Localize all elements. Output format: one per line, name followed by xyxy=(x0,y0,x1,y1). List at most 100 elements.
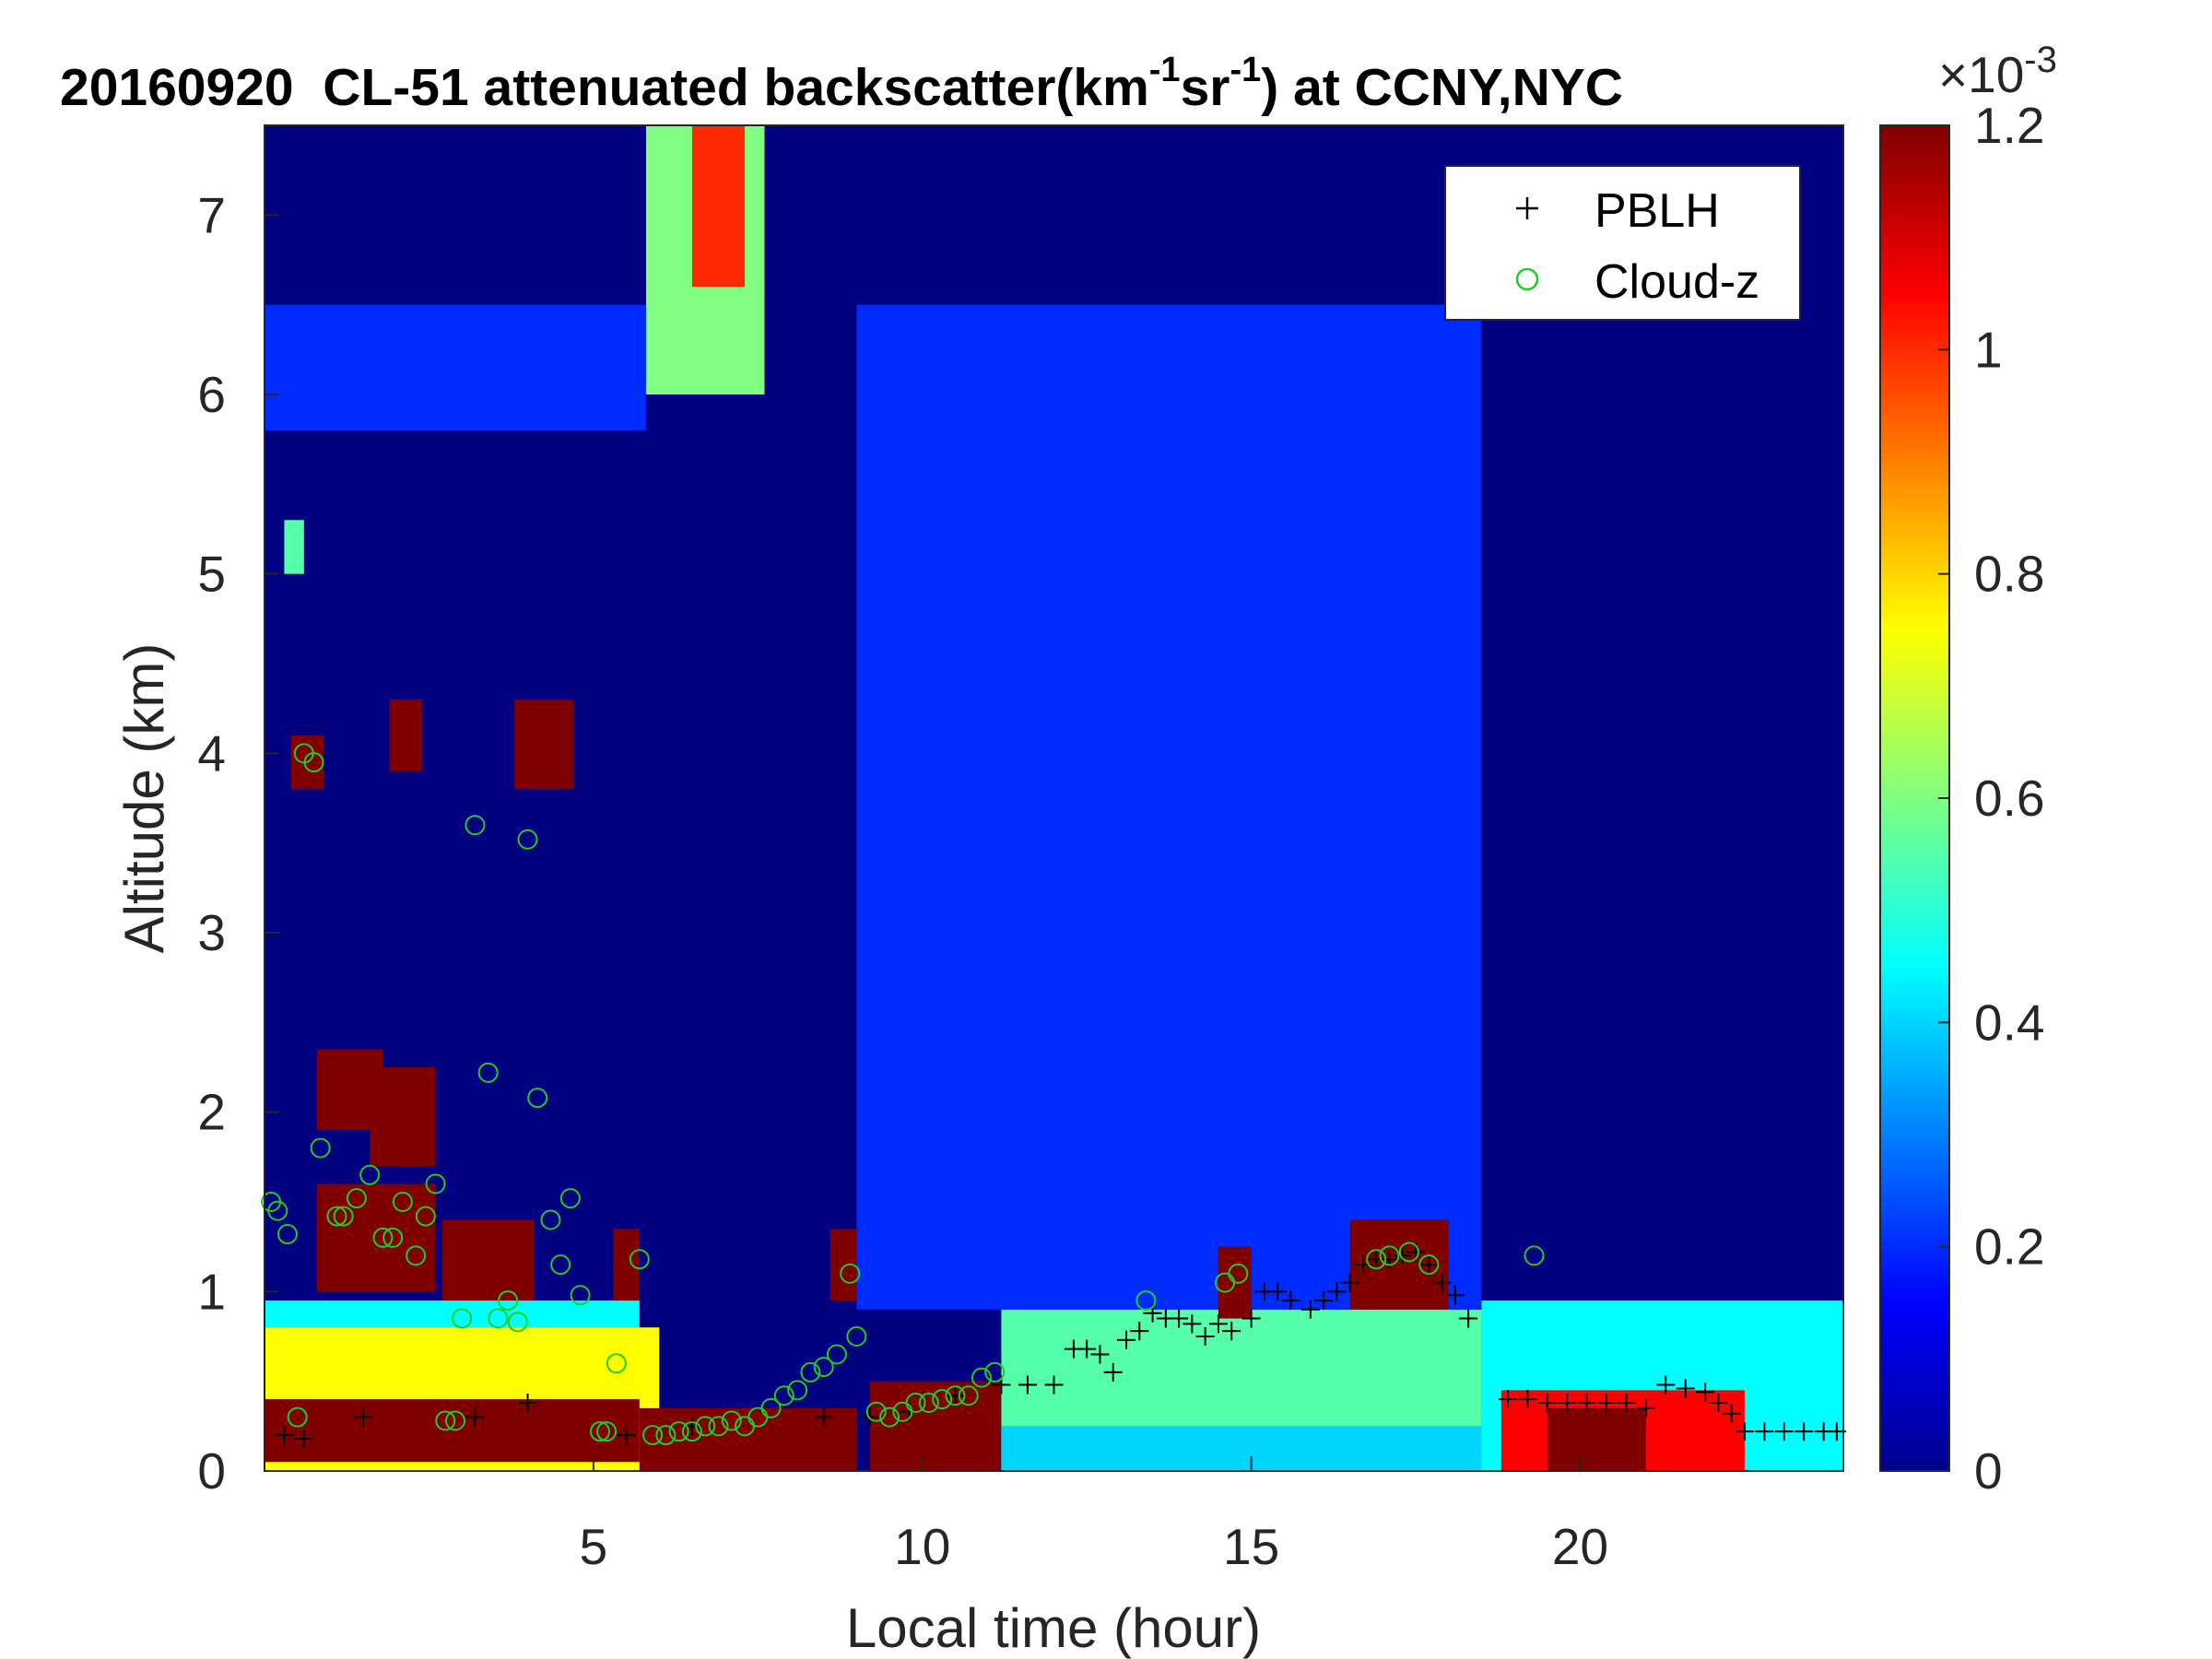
pblh-marker xyxy=(1281,1291,1300,1311)
pblh-marker xyxy=(946,1386,965,1406)
pblh-marker xyxy=(465,1407,485,1427)
pblh-marker xyxy=(1117,1330,1136,1349)
cloud-z-marker xyxy=(787,1380,808,1401)
x-axis-label: Local time (hour) xyxy=(846,1597,1261,1659)
pblh-marker xyxy=(1577,1394,1596,1413)
pblh-marker xyxy=(518,1394,537,1413)
heatmap-cell xyxy=(389,699,423,771)
y-axis-ticks: 0 1 2 3 4 5 6 7 xyxy=(197,186,279,1500)
colorbar-tick-label: 1 xyxy=(1974,321,2003,378)
colorbar-tick-label: 0.2 xyxy=(1974,1218,2044,1276)
cloud-z-marker xyxy=(945,1385,966,1406)
pblh-marker xyxy=(1208,1314,1228,1334)
cloud-z-marker xyxy=(655,1425,677,1446)
cloud-z-marker xyxy=(1228,1263,1249,1284)
heatmap-cell xyxy=(514,699,574,790)
chart-title: 20160920 CL-51 attenuated backscatter(km… xyxy=(60,51,1623,117)
pblh-marker xyxy=(1170,1309,1189,1328)
heatmap-cell xyxy=(1001,1426,1482,1471)
cloud-z-marker xyxy=(444,1410,465,1431)
cloud-z-marker xyxy=(1135,1290,1157,1312)
pblh-marker xyxy=(1018,1375,1037,1394)
cloud-z-marker xyxy=(629,1249,650,1270)
cloud-z-marker xyxy=(359,1164,381,1185)
pblh-marker xyxy=(1518,1390,1537,1409)
pblh-marker xyxy=(1722,1404,1741,1423)
y-tick-label: 3 xyxy=(197,904,226,961)
cloud-z-marker xyxy=(1398,1241,1419,1263)
pblh-marker xyxy=(1656,1375,1676,1394)
y-tick-label: 5 xyxy=(197,546,226,603)
colorbar: 0 0.2 0.4 0.6 0.8 1 1.2 ×10-3 xyxy=(1879,40,2057,1500)
pblh-marker xyxy=(294,1429,313,1448)
y-tick-label: 0 xyxy=(197,1442,226,1500)
pblh-marker xyxy=(1393,1246,1412,1265)
pblh-marker xyxy=(1617,1394,1636,1413)
cloud-z-marker xyxy=(435,1410,456,1431)
cloud-z-marker xyxy=(958,1385,979,1406)
pblh-marker xyxy=(1597,1394,1617,1413)
pblh-marker xyxy=(1774,1422,1794,1441)
legend-box xyxy=(1444,165,1801,321)
cloud-z-marker xyxy=(372,1227,394,1248)
cloud-z-marker xyxy=(477,1062,499,1083)
pblh-marker xyxy=(1676,1379,1695,1398)
cloud-z-marker xyxy=(1379,1245,1400,1266)
colorbar-multiplier-base: ×10 xyxy=(1938,46,2024,103)
x-tick-label: 20 xyxy=(1552,1518,1608,1575)
pblh-marker xyxy=(1241,1309,1261,1328)
colorbar-multiplier-exp: -3 xyxy=(2024,40,2057,80)
cloud-z-marker xyxy=(498,1290,519,1312)
heatmap-cell xyxy=(441,1219,535,1301)
cloud-z-marker xyxy=(1366,1249,1387,1270)
cloud-z-marker xyxy=(392,1192,413,1212)
pblh-marker xyxy=(1077,1339,1097,1359)
pblh-marker xyxy=(1182,1314,1202,1334)
pblh-marker xyxy=(1090,1345,1110,1364)
legend-label-cloud-z: Cloud-z xyxy=(1594,255,1759,309)
heatmap-cell xyxy=(613,1229,640,1301)
cloud-z-marker xyxy=(846,1326,867,1347)
cloud-z-marker xyxy=(721,1410,742,1431)
title-prefix: CL-51 attenuated backscatter(km xyxy=(323,58,1148,117)
colorbar-tick-label: 0.8 xyxy=(1974,546,2044,603)
cloud-z-marker xyxy=(570,1285,591,1306)
colorbar-tick-label: 1.2 xyxy=(1974,97,2044,154)
colorbar-multiplier: ×10-3 xyxy=(1938,40,2057,103)
heatmap-cell xyxy=(265,1300,640,1328)
pblh-marker xyxy=(1044,1375,1064,1394)
cloud-z-marker xyxy=(540,1209,561,1230)
heatmap-cell xyxy=(370,1067,436,1167)
pblh-marker xyxy=(1222,1322,1241,1341)
pblh-marker xyxy=(1327,1282,1347,1301)
cloud-z-marker xyxy=(971,1367,992,1388)
cloud-z-marker xyxy=(559,1188,581,1209)
heatmap-cell xyxy=(856,304,1482,1310)
cloud-z-marker xyxy=(879,1406,900,1428)
cloud-z-marker xyxy=(382,1227,404,1248)
cloud-z-marker xyxy=(800,1361,821,1382)
colorbar-tick-label: 0.4 xyxy=(1974,994,2044,1051)
cloud-z-marker xyxy=(984,1361,1006,1382)
cloud-z-marker xyxy=(507,1312,528,1333)
cloud-z-marker xyxy=(333,1206,354,1227)
colorbar-tick-label: 0 xyxy=(1974,1442,2003,1500)
y-tick-label: 2 xyxy=(197,1084,226,1141)
x-tick-label: 5 xyxy=(580,1518,608,1575)
heatmap-cell xyxy=(1547,1407,1646,1471)
colorbar-ticks: 0 0.2 0.4 0.6 0.8 1 1.2 xyxy=(1938,97,2044,1500)
cloud-z-marker xyxy=(406,1245,427,1266)
cloud-z-marker xyxy=(1418,1254,1440,1276)
cloud-z-marker xyxy=(346,1188,367,1209)
pblh-marker xyxy=(1459,1309,1478,1328)
y-axis-label: Altitude (km) xyxy=(113,643,175,954)
heatmap-cell xyxy=(317,1183,436,1292)
cloud-z-marker xyxy=(310,1137,331,1159)
cloud-z-marker xyxy=(918,1393,939,1414)
cloud-z-marker xyxy=(276,1224,298,1245)
cloud-z-marker xyxy=(695,1416,716,1437)
cloud-z-marker xyxy=(932,1389,953,1410)
pblh-marker xyxy=(617,1426,636,1445)
cloud-z-marker xyxy=(668,1421,689,1442)
